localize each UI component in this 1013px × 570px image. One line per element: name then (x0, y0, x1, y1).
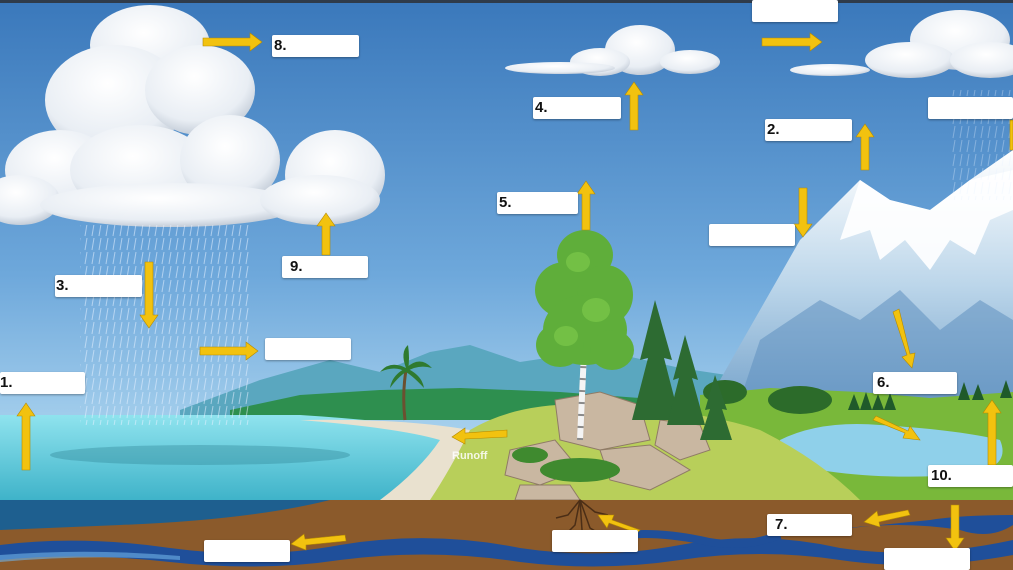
label-number-3: 3. (56, 277, 69, 294)
label-box-1[interactable] (0, 372, 85, 394)
label-number-4: 4. (535, 99, 548, 116)
birch-tree (535, 230, 634, 370)
right-cloud (790, 10, 1013, 78)
storm-cloud (0, 5, 385, 227)
arrow-right-top (761, 32, 823, 52)
label-box-10[interactable] (928, 465, 1013, 487)
label-box-8[interactable] (272, 35, 359, 57)
label-number-1: 1. (0, 374, 13, 391)
arrow-up-4 (624, 81, 644, 131)
arrow-up-1 (16, 402, 36, 471)
label-box-bottom-right[interactable] (884, 548, 970, 570)
label-box-rain-right[interactable] (265, 338, 351, 360)
label-box-4[interactable] (533, 97, 621, 119)
runoff-label: Runoff (452, 450, 488, 462)
palm-tree (380, 345, 432, 421)
middle-cloud (505, 25, 720, 76)
label-number-10: 10. (931, 467, 952, 484)
label-box-6[interactable] (873, 372, 957, 394)
label-box-groundwater[interactable] (552, 530, 638, 552)
label-box-2[interactable] (765, 119, 852, 141)
arrow-left-7 (863, 509, 911, 528)
label-box-3[interactable] (55, 275, 142, 297)
arrow-left-ground (290, 533, 347, 551)
lake (780, 424, 1003, 477)
arrow-left-runoff (451, 427, 508, 445)
arrow-down-3 (139, 261, 159, 329)
arrow-diag-lake (872, 415, 921, 441)
rain (80, 225, 250, 425)
label-box-9[interactable] (282, 256, 368, 278)
label-number-5: 5. (499, 194, 512, 211)
label-number-7: 7. (775, 516, 788, 533)
label-number-2: 2. (767, 121, 780, 138)
beach (300, 419, 485, 500)
arrow-up-10 (982, 399, 1002, 466)
label-box-far-right[interactable] (928, 97, 1013, 119)
pine-trees (632, 300, 732, 440)
arrow-up-5 (576, 180, 596, 231)
label-box-7[interactable] (767, 514, 852, 536)
process-arrows (16, 32, 1013, 552)
arrow-down-infiltration (945, 504, 965, 552)
label-box-mountain[interactable] (709, 224, 795, 246)
label-number-8: 8. (274, 37, 287, 54)
label-box-top-right[interactable] (752, 0, 838, 22)
label-box-ocean-ground[interactable] (204, 540, 290, 562)
arrow-right-8 (202, 32, 263, 52)
arrow-down-mountain (793, 187, 813, 238)
label-number-6: 6. (877, 374, 890, 391)
arrow-up-9 (316, 212, 336, 256)
arrow-diag-6 (892, 308, 916, 369)
arrow-right-rain (199, 341, 259, 361)
ocean (0, 415, 450, 500)
label-number-9: 9. (290, 258, 303, 275)
arrow-up-2 (855, 123, 875, 171)
label-box-5[interactable] (497, 192, 578, 214)
